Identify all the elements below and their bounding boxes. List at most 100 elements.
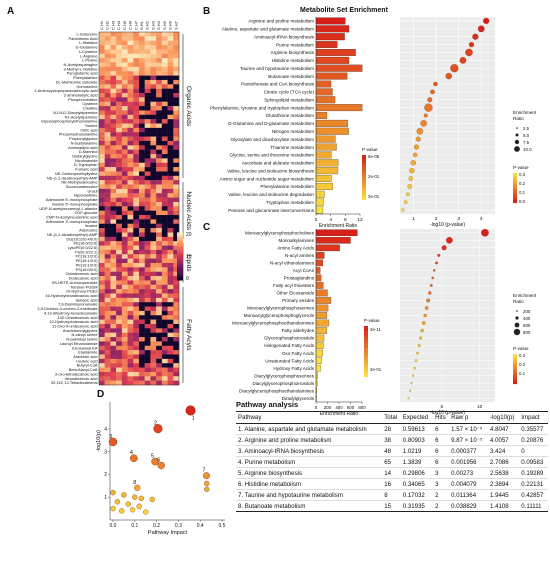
heatmap-cell [161, 358, 168, 364]
heatmap-cell [110, 136, 117, 142]
heatmap-cell [133, 293, 140, 299]
heatmap-cell [167, 167, 174, 172]
heatmap-cell [150, 97, 157, 102]
heatmap-cell [161, 149, 168, 155]
dot-b [483, 17, 490, 25]
heatmap-cell [144, 123, 151, 129]
impact-point [110, 489, 116, 496]
heatmap-cell [150, 175, 157, 181]
heatmap-cell [127, 167, 134, 172]
heatmap-cell [99, 315, 105, 320]
heatmap-cell [116, 206, 123, 211]
bar-label-c: Diacylglycerophosphoethanolamines [239, 388, 315, 393]
heatmap-cell [127, 363, 134, 368]
heatmap-cell [139, 197, 145, 203]
heatmap-cell [161, 302, 168, 307]
legend-bd-gradient [513, 173, 517, 175]
table-cell: 2 [433, 489, 450, 501]
heatmap-cell [144, 341, 151, 346]
heatmap-cell [167, 319, 174, 325]
heatmap-cell [99, 258, 105, 264]
heatmap-cell [133, 75, 140, 81]
heatmap-cell [104, 254, 111, 259]
heatmap-cell [121, 88, 128, 94]
heatmap-cell [156, 323, 163, 329]
heatmap-cell [156, 280, 163, 285]
heatmap-cell [99, 171, 105, 177]
heatmap-cell [144, 71, 151, 76]
heatmap-cell [116, 149, 123, 155]
bar-label-b: Valine, leucine and isoleucine degradati… [228, 192, 314, 197]
heatmap-cell [99, 271, 105, 277]
legend-b-gradient [362, 156, 366, 159]
legend-b-gradient [362, 189, 366, 192]
legend-c-gradient [364, 365, 368, 367]
tick-label-d-x: 0.4 [197, 523, 204, 529]
legend-bd-size-label: 2.5 [523, 126, 530, 131]
heatmap-cell [156, 315, 163, 320]
heatmap-cell [139, 284, 145, 290]
impact-point-label: 7 [202, 468, 205, 474]
heatmap-cell [127, 350, 134, 355]
heatmap-cell [161, 167, 168, 172]
heatmap-cell [116, 93, 123, 98]
dot-b [427, 97, 433, 103]
heatmap-cell [150, 110, 157, 116]
heatmap-cell [121, 53, 128, 59]
bar-b [315, 80, 332, 88]
heatmap-cell [116, 184, 123, 190]
table-row: 5. Arginine biosynthesis 14 0.29806 3 0.0027… [236, 467, 548, 479]
bar-label-c: Monoacylglycerophosphocholines [245, 230, 315, 235]
heatmap-cell [161, 293, 168, 299]
heatmap-cell [121, 49, 128, 54]
heatmap-cell [127, 97, 134, 102]
heatmap-cell [150, 171, 157, 177]
legend-c-gradient [364, 337, 368, 340]
heatmap-cell [161, 376, 168, 381]
heatmap-cell [110, 145, 117, 150]
heatmap-cell [133, 254, 140, 259]
heatmap-cell [110, 376, 117, 381]
bar-label-c: Glycerophosphoinositols [264, 336, 315, 341]
heatmap-cell [167, 88, 174, 94]
heatmap-cell [127, 193, 134, 198]
heatmap-row-label: Pyroglutamic acid [67, 71, 98, 76]
colorbar-segment [177, 249, 183, 252]
heatmap-cell [133, 93, 140, 98]
heatmap-cell [161, 337, 168, 342]
heatmap-cell [99, 302, 105, 307]
heatmap-cell [127, 332, 134, 338]
heatmap-cell [104, 376, 111, 381]
heatmap-row-label: Creatine [83, 106, 98, 111]
heatmap-cell [99, 66, 105, 72]
heatmap-cell [144, 310, 151, 316]
heatmap-cell [161, 354, 168, 360]
heatmap-cell [167, 315, 174, 320]
heatmap-cell [167, 184, 174, 190]
heatmap-cell [150, 53, 157, 59]
heatmap-cell [173, 188, 180, 194]
table-cell: 0.59613 [400, 423, 434, 435]
colorbar-segment [177, 278, 183, 281]
table-cell: 1.4108 [488, 500, 520, 512]
heatmap-cell [139, 249, 145, 255]
heatmap-cell [116, 241, 123, 246]
heatmap-column-label: C.H6 [128, 20, 133, 30]
heatmap-cell [144, 284, 151, 290]
heatmap-row-label: 5S-HETE di-endoperoxide [52, 280, 97, 285]
heatmap-cell [127, 40, 134, 46]
heatmap-row-label: NE-Methyladenosine [61, 180, 97, 185]
heatmap-cell [121, 358, 128, 364]
axis-label-b: Enrichment Ratio [319, 223, 358, 229]
impact-point [114, 499, 121, 505]
tick-label-b: 4 [329, 217, 332, 223]
heatmap-cell [116, 36, 123, 41]
heatmap-cell [144, 88, 151, 94]
heatmap-cell [133, 97, 140, 102]
heatmap-cell [127, 180, 134, 185]
heatmap-cell [99, 175, 105, 181]
heatmap-cell [161, 367, 168, 373]
heatmap-row-label: 2,5-Dichloro-4-oxohex-2-enedioate [37, 306, 97, 311]
heatmap-cell [133, 136, 140, 142]
heatmap-cell [167, 136, 174, 142]
